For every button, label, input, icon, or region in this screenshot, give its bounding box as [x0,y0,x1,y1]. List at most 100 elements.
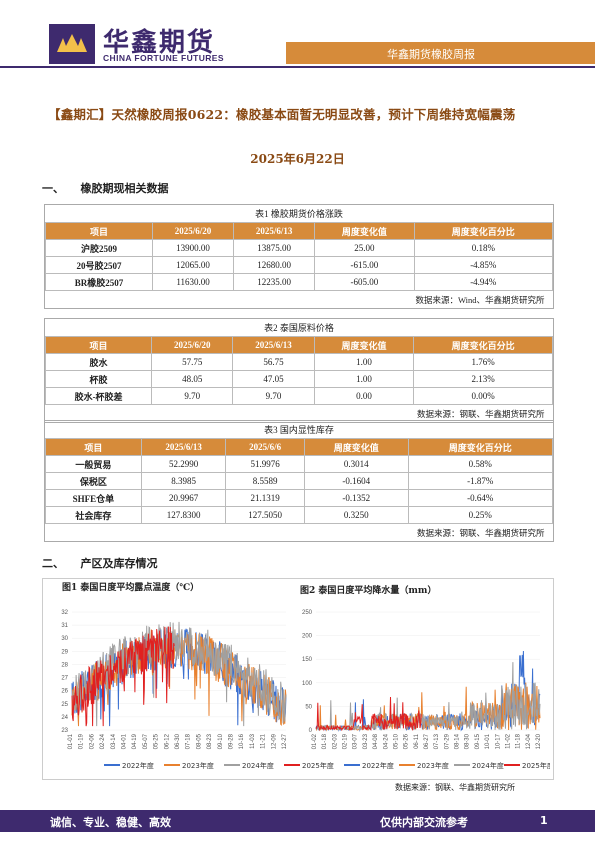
header-cell: 周度变化百分比 [413,222,554,240]
table-cell: 2.13% [413,370,553,388]
x-tick-label: 04-24 [383,733,389,749]
x-tick-label: 05-07 [143,733,149,749]
table-cell: 51.9976 [225,455,305,473]
x-tick-label: 10-01 [485,733,491,749]
y-tick-label: 0 [309,728,313,734]
x-tick-label: 08-30 [465,733,471,749]
y-tick-label: 27 [61,676,68,682]
table-cell: -1.87% [407,472,554,490]
y-tick-label: 50 [305,704,312,710]
x-tick-label: 09-15 [475,733,481,749]
report-title: 【鑫期汇】天然橡胶周报0622：橡胶基本面暂无明显改善，预计下周维持宽幅震荡 [48,107,516,122]
company-name-cn: 华鑫期货 [103,28,216,58]
table-cell: -605.00 [314,273,415,291]
table-header-row: 项目 2025/6/20 2025/6/13 周度变化值 周度变化百分比 [44,336,553,354]
y-tick-label: 31 [61,623,68,629]
y-tick-label: 28 [61,662,68,668]
table-cell: 57.75 [151,353,234,371]
domestic-inventory-table: 表3 国内显性库存 项目 2025/6/13 2025/6/6 周度变化值 周度… [44,420,554,542]
series-line-2024 [315,662,541,732]
thai-raw-material-table: 表2 泰国原料价格 项目 2025/6/20 2025/6/13 周度变化值 周… [44,318,554,423]
y-tick-label: 250 [302,610,313,616]
x-tick-label: 01-02 [312,733,318,749]
x-tick-label: 05-10 [393,733,399,749]
footer-bar [0,810,595,832]
y-tick-label: 29 [61,649,68,655]
section-heading-2: 二、 产区及库存情况 [42,557,158,570]
y-tick-label: 32 [61,610,68,616]
x-tick-label: 11-03 [250,733,256,749]
header-divider [0,66,595,68]
row-label: 一般贸易 [45,455,142,473]
table-cell: 0.58% [407,455,554,473]
charts-panel [42,578,554,780]
header-cell: 2025/6/6 [225,438,305,456]
header-cell: 周度变化百分比 [407,438,554,456]
table-cell: 21.1319 [225,489,305,507]
figure2-caption: 图2 泰国日度平均降水量（mm） [300,586,437,596]
x-tick-label: 11-02 [505,733,511,749]
row-label: 20号胶2507 [44,256,154,274]
x-tick-label: 04-08 [373,733,379,749]
table-source: 数据来源：Wind、华鑫期货研究所 [415,294,545,305]
x-tick-label: 02-03 [332,733,338,749]
row-label: 保税区 [45,472,142,490]
x-tick-label: 03-14 [111,733,117,749]
x-tick-label: 11-18 [516,733,522,749]
y-tick-label: 24 [61,715,68,721]
x-tick-label: 03-23 [363,733,369,749]
table-row: 社会库存 127.8300 127.5050 0.3250 0.25% [45,506,554,524]
page-number: 1 [540,814,548,827]
legend-label: 2025年度 [302,761,334,770]
x-tick-label: 08-23 [207,733,213,749]
row-label: 沪胶2509 [44,239,154,257]
footer-slogan: 诚信、专业、稳健、高效 [50,816,171,829]
table-row: 胶水-杯胶差 9.70 9.70 0.00 0.00% [44,387,553,405]
table-cell: 11630.00 [152,273,235,291]
y-tick-label: 25 [61,702,68,708]
table-cell: 0.00 [313,387,415,405]
table-cell: -4.85% [413,256,554,274]
row-label: 社会库存 [45,506,142,524]
x-tick-label: 02-06 [89,733,95,749]
x-tick-label: 12-09 [271,733,277,749]
legend-label: 2023年度 [417,761,449,770]
header-cell: 2025/6/13 [233,222,316,240]
y-tick-label: 23 [61,728,68,734]
table-cell: -4.94% [413,273,554,291]
chart-legend: 2022年度 2023年度 2024年度 2025年度 2022年度 2023年度 2024… [104,761,550,770]
x-tick-label: 08-05 [196,733,202,749]
legend-label: 2024年度 [242,761,274,770]
report-date: 2025年6月22日 [250,152,345,166]
x-tick-label: 07-13 [434,733,440,749]
table-cell: 127.8300 [140,506,227,524]
header-cell: 项目 [45,438,142,456]
table-cell: 1.76% [413,353,553,371]
x-tick-label: 08-14 [455,733,461,749]
table-cell: -0.1352 [303,489,409,507]
figure1-caption: 图1 泰国日度平均露点温度（℃） [62,583,200,593]
table-cell: 9.70 [232,387,315,405]
x-tick-label: 01-01 [68,733,74,749]
table-cell: 20.9967 [140,489,227,507]
series-line-2025 [71,626,175,727]
row-label: BR橡胶2507 [44,273,154,291]
x-tick-label: 06-11 [414,733,420,749]
x-tick-label: 09-10 [218,733,224,749]
legend-label: 2022年度 [362,761,394,770]
table-row: 杯胶 48.05 47.05 1.00 2.13% [44,370,553,388]
header-cell: 项目 [44,336,153,354]
header-cell: 项目 [44,222,154,240]
y-tick-label: 150 [302,657,313,663]
table-row: 20号胶2507 12065.00 12680.00 -615.00 -4.85… [44,256,554,274]
row-label: SHFE仓单 [45,489,142,507]
table-cell: 1.00 [313,353,415,371]
header-cell: 2025/6/20 [152,222,235,240]
x-tick-label: 02-19 [343,733,349,749]
section-heading-1: 一、 橡胶期现相关数据 [42,182,169,195]
table-row: SHFE仓单 20.9967 21.1319 -0.1352 -0.64% [45,489,554,507]
company-logo-icon: 🝊 [49,24,95,64]
table-cell: 12235.00 [233,273,316,291]
row-label: 胶水-杯胶差 [44,387,153,405]
x-tick-label: 05-26 [404,733,410,749]
